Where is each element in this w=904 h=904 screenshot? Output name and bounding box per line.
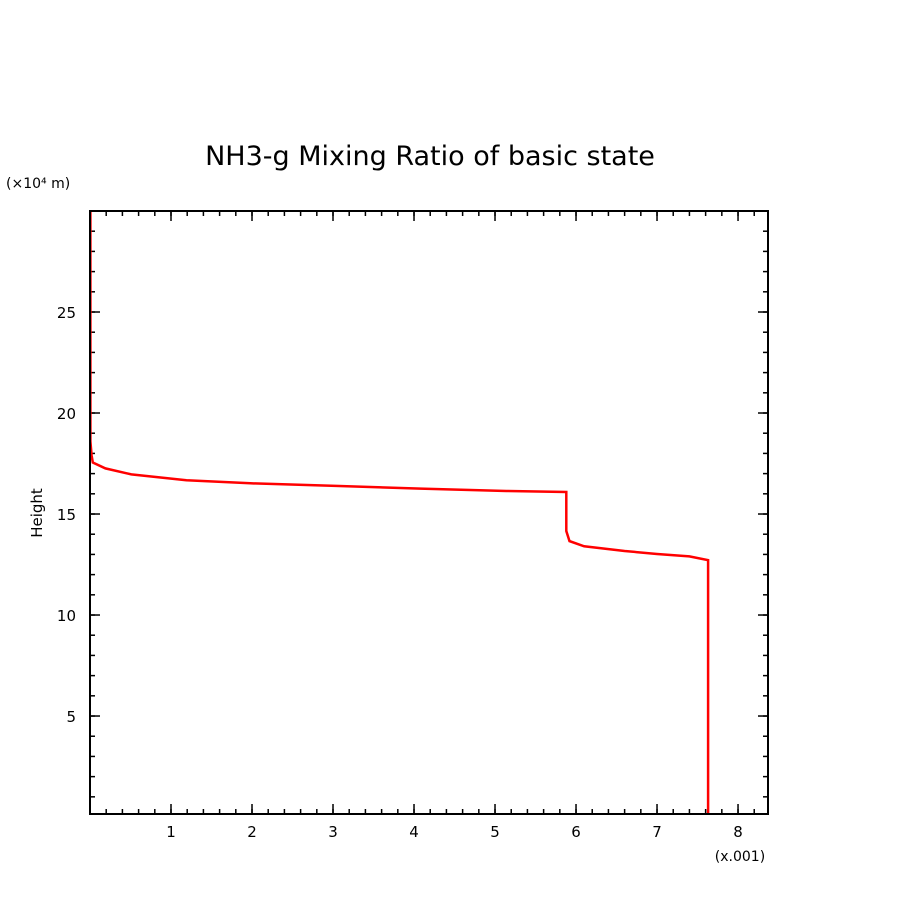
- x-tick-label: 7: [652, 823, 662, 841]
- x-scale-label: (x.001): [715, 849, 765, 865]
- y-tick-label: 25: [57, 304, 76, 322]
- y-tick-label: 20: [57, 405, 76, 423]
- y-axis-label: Height: [28, 488, 46, 538]
- x-tick-label: 1: [166, 823, 176, 841]
- x-tick-label: 6: [571, 823, 581, 841]
- axis-ticks: [90, 211, 768, 814]
- x-tick-label: 3: [328, 823, 338, 841]
- x-tick-label: 5: [490, 823, 500, 841]
- tick-labels: 1 2 3 4 5 6 7 8 5 10 15 20 25: [57, 304, 743, 841]
- x-tick-label: 4: [409, 823, 419, 841]
- series-line: [89, 211, 710, 814]
- y-tick-label: 15: [57, 506, 76, 524]
- chart-title: NH3-g Mixing Ratio of basic state: [205, 141, 655, 172]
- y-unit-label: (×10⁴ m): [6, 176, 70, 192]
- y-tick-label: 5: [66, 708, 76, 726]
- y-tick-label: 10: [57, 607, 76, 625]
- x-tick-label: 2: [247, 823, 257, 841]
- x-tick-label: 8: [733, 823, 743, 841]
- plot-frame: [89, 210, 769, 815]
